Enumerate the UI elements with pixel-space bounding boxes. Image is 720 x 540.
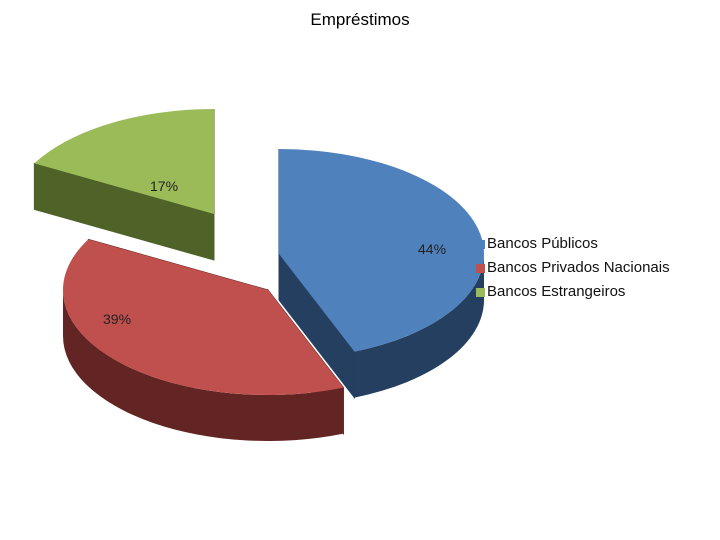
slice-1 [62, 239, 344, 395]
legend-label: Bancos Privados Nacionais [487, 259, 670, 276]
legend: Bancos Públicos Bancos Privados Nacionais… [476, 232, 670, 304]
data-label-2: 17% [150, 178, 178, 194]
legend-item: Bancos Públicos [476, 232, 670, 256]
slice-2 [34, 109, 214, 214]
slice-side-1 [63, 290, 344, 442]
legend-label: Bancos Estrangeiros [487, 283, 626, 300]
legend-swatch [476, 287, 485, 297]
data-label-0: 44% [418, 241, 446, 257]
slice-side-0 [354, 254, 484, 398]
slice-0 [279, 149, 485, 352]
legend-item: Bancos Privados Nacionais [476, 256, 670, 280]
legend-swatch [476, 239, 485, 249]
legend-item: Bancos Estrangeiros [476, 280, 670, 304]
legend-swatch [476, 263, 485, 273]
data-label-1: 39% [103, 311, 131, 327]
legend-label: Bancos Públicos [487, 235, 598, 252]
chart-title: Empréstimos [310, 10, 410, 29]
